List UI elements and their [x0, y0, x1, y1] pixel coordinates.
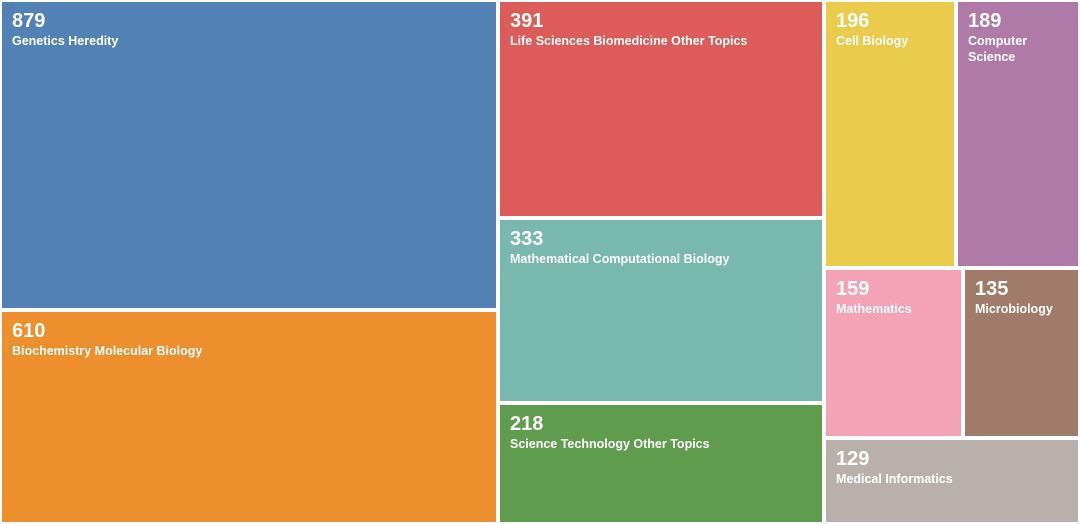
cell-label: Life Sciences Biomedicine Other Topics: [510, 34, 812, 50]
treemap-cell[interactable]: 135 Microbiology: [963, 268, 1080, 438]
treemap-cell[interactable]: 218 Science Technology Other Topics: [498, 403, 824, 524]
cell-label: Medical Informatics: [836, 472, 1068, 488]
cell-label: Mathematics: [836, 302, 951, 318]
cell-value: 218: [510, 413, 812, 435]
treemap-cell[interactable]: 333 Mathematical Computational Biology: [498, 218, 824, 403]
cell-value: 135: [975, 278, 1068, 300]
treemap-cell[interactable]: 391 Life Sciences Biomedicine Other Topic…: [498, 0, 824, 218]
treemap-cell[interactable]: 189Computer Science: [956, 0, 1080, 268]
cell-label: Science Technology Other Topics: [510, 437, 812, 453]
cell-label: Mathematical Computational Biology: [510, 252, 812, 268]
cell-value: 333: [510, 228, 812, 250]
cell-value: 610: [12, 320, 486, 342]
cell-value: 879: [12, 10, 486, 32]
treemap-cell[interactable]: 610 Biochemistry Molecular Biology: [0, 310, 498, 524]
cell-value: 129: [836, 448, 1068, 470]
treemap-cell[interactable]: 129 Medical Informatics: [824, 438, 1080, 524]
treemap-chart: 879 Genetics Heredity 610 Biochemistry Mole…: [0, 0, 1080, 524]
cell-label: Genetics Heredity: [12, 34, 486, 50]
cell-label: Computer Science: [968, 34, 1068, 65]
cell-value: 189: [968, 10, 1068, 32]
cell-value: 196: [836, 10, 944, 32]
treemap-cell[interactable]: 196 Cell Biology: [824, 0, 956, 268]
cell-label: Microbiology: [975, 302, 1068, 318]
cell-value: 159: [836, 278, 951, 300]
treemap-cell[interactable]: 879 Genetics Heredity: [0, 0, 498, 310]
cell-label: Cell Biology: [836, 34, 944, 50]
cell-value: 391: [510, 10, 812, 32]
cell-label: Biochemistry Molecular Biology: [12, 344, 486, 360]
treemap-cell[interactable]: 159 Mathematics: [824, 268, 963, 438]
